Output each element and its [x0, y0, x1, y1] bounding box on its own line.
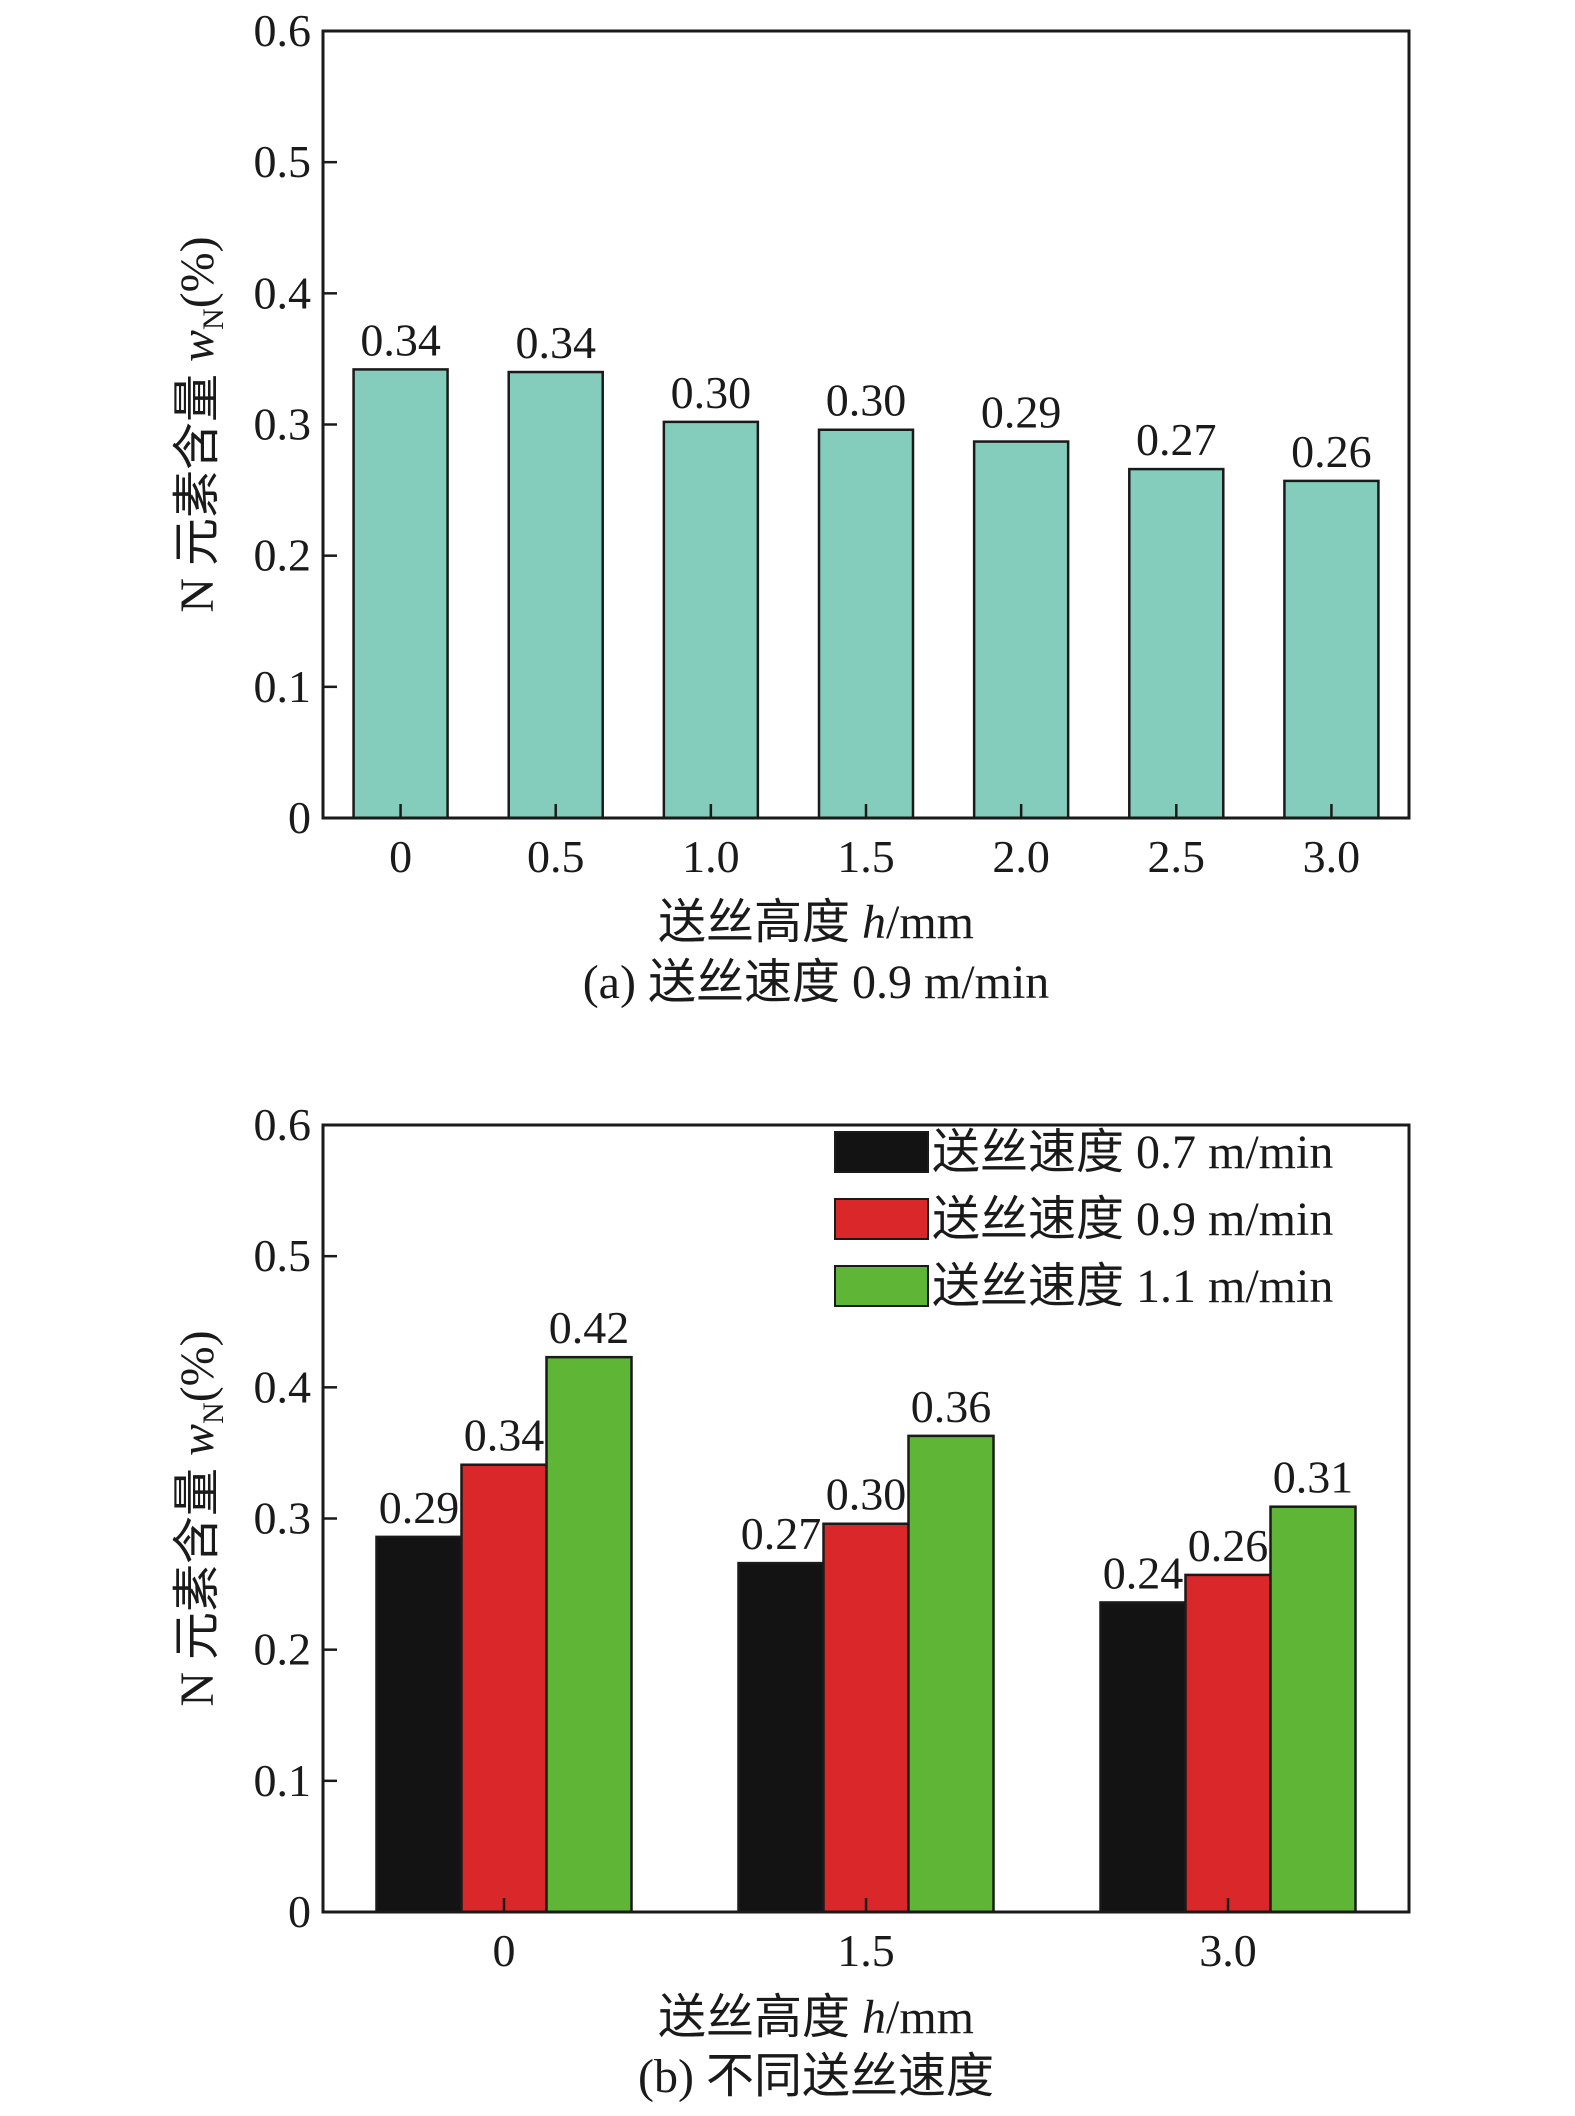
bar-value-label: 0.30	[671, 367, 752, 418]
legend-label: 送丝速度 1.1 m/min	[932, 1260, 1333, 1313]
y-axis-label: N 元素含量 wN(%)	[171, 1330, 230, 1706]
bar-value-label: 0.29	[981, 387, 1062, 438]
legend-swatch	[834, 1198, 929, 1240]
x-axis-label-text: 送丝高度	[658, 1991, 862, 2044]
y-axis-label-var: w	[171, 1424, 224, 1456]
legend-label: 送丝速度 0.9 m/min	[932, 1193, 1333, 1246]
chart-panel-b: 00.10.20.30.40.50.60.290.270.240.340.300…	[171, 1099, 1411, 2103]
y-axis-label-subscript: N	[197, 1402, 230, 1424]
x-tick-label: 1.5	[837, 831, 895, 882]
bar-value-label: 0.34	[464, 1410, 545, 1461]
x-tick-label: 0	[493, 1925, 516, 1976]
y-tick-label: 0.2	[254, 530, 312, 581]
bar	[1269, 1505, 1357, 1914]
bar	[1128, 467, 1225, 820]
y-axis-label-var: w	[171, 330, 224, 362]
y-tick-label: 0.2	[254, 1624, 312, 1675]
x-tick-label: 3.0	[1199, 1925, 1257, 1976]
bar	[352, 368, 449, 820]
bar	[545, 1355, 633, 1914]
chart-panel-a: 0 0.1 0.2 0.3 0.4 0.5 0.6 0.34 0.34 0.30 0.30 0.29 0…	[171, 5, 1411, 1009]
legend-swatch	[834, 1131, 929, 1173]
x-tick-label: 2.5	[1148, 831, 1206, 882]
x-tick-label: 0.5	[527, 831, 585, 882]
y-tick-label: 0.6	[254, 1099, 312, 1150]
bar	[1184, 1573, 1272, 1914]
y-tick-label: 0.4	[254, 1361, 312, 1412]
x-axis-label-text: 送丝高度	[658, 896, 862, 949]
x-tick-label: 1.5	[837, 1925, 895, 1976]
bar	[662, 420, 760, 820]
bar	[817, 428, 915, 820]
x-tick-label: 2.0	[992, 831, 1050, 882]
bar	[460, 1463, 548, 1914]
x-tick-label: 0	[389, 831, 412, 882]
y-tick-label: 0.1	[254, 661, 312, 712]
y-axis-label-unit: (%)	[171, 1330, 224, 1402]
bar	[972, 440, 1070, 820]
x-axis-label-unit: /mm	[886, 1991, 974, 2044]
bar	[1283, 479, 1380, 820]
x-axis-label: 送丝高度 h/mm	[658, 896, 974, 949]
x-axis-label-var: h	[862, 1991, 886, 2044]
bar-value-label: 0.30	[826, 1469, 907, 1520]
bar	[507, 370, 604, 820]
panel-caption: (b) 不同送丝速度	[638, 2050, 994, 2103]
bar	[822, 1522, 910, 1914]
y-tick-label: 0.3	[254, 1493, 312, 1544]
y-axis-label-subscript: N	[197, 308, 230, 330]
bar-value-label: 0.26	[1188, 1520, 1269, 1571]
bar-value-label: 0.24	[1103, 1547, 1184, 1598]
x-axis-label: 送丝高度 h/mm	[658, 1991, 974, 2044]
bar-value-label: 0.27	[741, 1508, 822, 1559]
y-axis-label-text: N 元素含量	[171, 362, 224, 613]
y-tick-label: 0	[288, 1886, 311, 1937]
bar-value-label: 0.30	[826, 375, 907, 426]
bar-value-label: 0.34	[515, 317, 596, 368]
bar	[375, 1535, 463, 1914]
bar-value-label: 0.29	[379, 1482, 460, 1533]
x-axis-label-unit: /mm	[886, 896, 974, 949]
x-tick-label: 3.0	[1303, 831, 1361, 882]
bar-value-label: 0.36	[911, 1381, 992, 1432]
bar	[1099, 1601, 1187, 1914]
bar-value-label: 0.34	[360, 314, 441, 365]
y-tick-label: 0.5	[254, 1230, 312, 1281]
bar	[737, 1561, 825, 1914]
bar-value-label: 0.31	[1273, 1452, 1354, 1503]
legend-label: 送丝速度 0.7 m/min	[932, 1126, 1333, 1179]
bar-value-label: 0.27	[1136, 414, 1217, 465]
plot-frame	[321, 1123, 1411, 1914]
bar-value-label: 0.26	[1291, 426, 1372, 477]
x-axis-label-var: h	[862, 896, 886, 949]
y-axis-label-text: N 元素含量	[171, 1456, 224, 1707]
bar-value-label: 0.42	[549, 1302, 630, 1353]
y-tick-label: 0.6	[254, 5, 312, 56]
legend-swatch	[834, 1265, 929, 1307]
bar	[907, 1434, 995, 1914]
panel-caption: (a) 送丝速度 0.9 m/min	[583, 956, 1050, 1009]
legend: 送丝速度 0.7 m/min 送丝速度 0.9 m/min 送丝速度 1.1 m/m…	[834, 1126, 1333, 1313]
y-axis-label-unit: (%)	[171, 236, 224, 308]
x-tick-label: 1.0	[682, 831, 740, 882]
y-tick-label: 0.1	[254, 1755, 312, 1806]
y-tick-label: 0.3	[254, 399, 312, 450]
plot-frame	[321, 29, 1411, 820]
y-tick-label: 0	[288, 792, 311, 843]
y-tick-label: 0.4	[254, 267, 312, 318]
y-tick-label: 0.5	[254, 136, 312, 187]
y-axis-label: N 元素含量 wN(%)	[171, 236, 230, 612]
